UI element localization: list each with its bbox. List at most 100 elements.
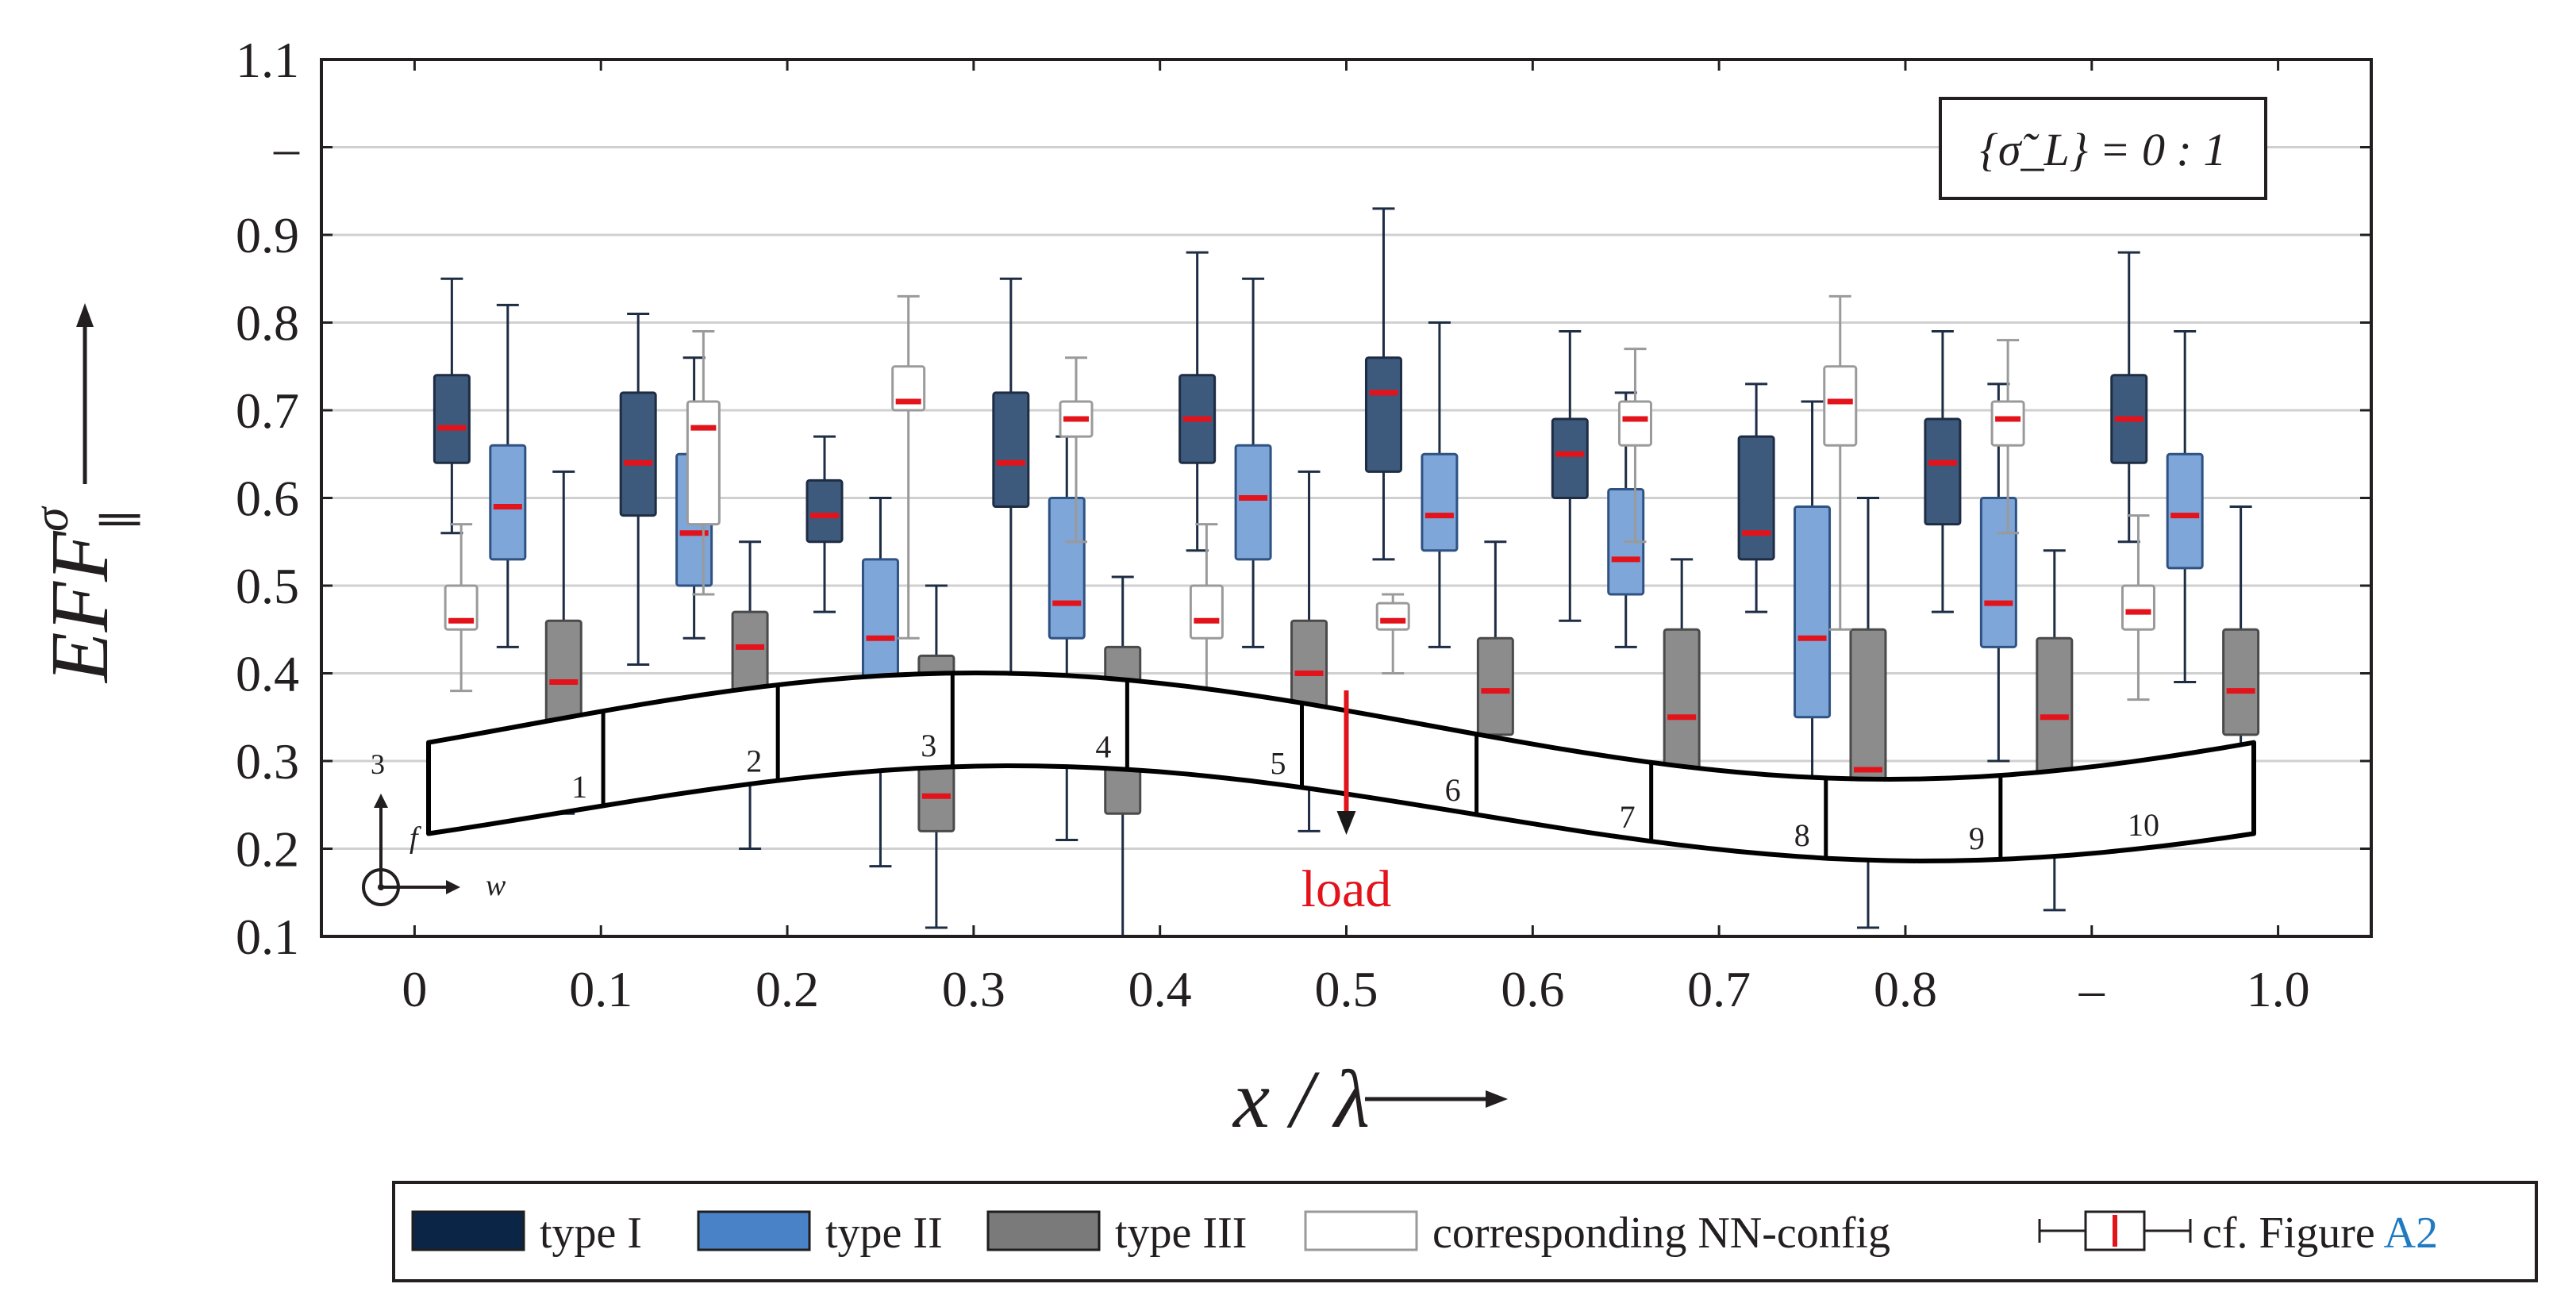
box-body <box>1737 435 1775 561</box>
y-tick-label: 0.9 <box>236 207 299 263</box>
box-type-iii <box>1476 540 1514 763</box>
segment-label: 1 <box>571 769 587 805</box>
box-corresponding-nn-config <box>1617 348 1652 544</box>
coord-up-head <box>374 794 388 808</box>
box-type-i <box>1924 330 1962 613</box>
box-body <box>2222 628 2260 736</box>
segment-label: 2 <box>746 743 762 778</box>
y-tick-label: – <box>273 120 300 176</box>
y-tick-label: 0.7 <box>236 382 299 439</box>
x-tick-label: – <box>2078 961 2105 1017</box>
box-type-iii <box>1849 497 1887 929</box>
coord-right-head <box>446 880 460 894</box>
x-axis-label: x / λ <box>1232 1054 1370 1145</box>
legend-ref-link[interactable]: A2 <box>2384 1209 2438 1258</box>
box-type-i <box>992 277 1030 675</box>
segment-label: 3 <box>921 728 936 763</box>
y-tick-label: 0.4 <box>236 646 299 702</box>
box-type-i <box>1551 330 1589 622</box>
beam-body <box>426 671 2256 863</box>
box-body <box>686 400 721 526</box>
annotation-box <box>1939 97 2267 200</box>
box-body <box>805 479 844 544</box>
box-corresponding-nn-config <box>686 330 721 596</box>
segment-label: 8 <box>1794 817 1810 853</box>
box-type-i <box>619 312 657 666</box>
box-body <box>1476 636 1514 736</box>
box-body <box>619 391 657 517</box>
box-body <box>1421 452 1459 552</box>
x-tick-label: 0.5 <box>1315 961 1378 1017</box>
y-tick-label: 0.1 <box>236 909 299 965</box>
y-tick-label: 1.1 <box>236 32 299 88</box>
legend-swatch <box>1304 1210 1418 1251</box>
legend: type I type II type III corresponding NN-co… <box>392 1181 2538 1282</box>
y-tick-label: 0.8 <box>236 295 299 352</box>
y-label-sub: ∥ <box>97 509 146 530</box>
box-corresponding-nn-config <box>1375 593 1410 675</box>
x-tick-label: 0.1 <box>569 961 632 1017</box>
y-tick-label: 0.3 <box>236 733 299 790</box>
x-tick-label: 0.6 <box>1501 961 1564 1017</box>
segment-label: 9 <box>1969 821 1985 856</box>
y-tick-label: 0.6 <box>236 471 299 527</box>
box-body <box>1990 400 2025 447</box>
box-body <box>992 391 1030 509</box>
y-label-arrow-head <box>76 303 94 327</box>
box-body <box>1663 628 1701 780</box>
box-corresponding-nn-config <box>1823 294 1858 631</box>
box-type-i <box>1364 207 1402 561</box>
x-tick-label: 0.2 <box>755 961 819 1017</box>
x-tick-label: 0.7 <box>1687 961 1751 1017</box>
legend-label: corresponding NN-config <box>1432 1209 1890 1258</box>
legend-label: type II <box>825 1209 943 1258</box>
segment-label: 7 <box>1620 799 1636 835</box>
box-type-ii <box>1979 382 2017 763</box>
x-tick-label: 0.4 <box>1128 961 1192 1017</box>
x-tick-label: 1.0 <box>2247 961 2310 1017</box>
box-type-ii <box>1234 277 1272 648</box>
box-body <box>1234 444 1272 561</box>
segment-label: 4 <box>1095 728 1111 764</box>
box-body <box>1551 417 1589 499</box>
box-type-i <box>2110 251 2148 544</box>
segment-label: 6 <box>1445 772 1461 808</box>
box-type-ii <box>489 303 527 648</box>
box-body <box>2166 452 2204 570</box>
x-label-arrow-head <box>1486 1090 1508 1108</box>
x-tick-label: 0.3 <box>942 961 1005 1017</box>
legend-label: type III <box>1115 1209 1247 1258</box>
coord-label-3: 3 <box>371 748 385 780</box>
annotation-text: {σ̃_L} = 0 : 1 <box>1980 124 2227 175</box>
y-tick-label: 0.2 <box>236 821 299 878</box>
load-arrow-head <box>1336 811 1356 835</box>
plot-axes: 0.1 0.2 0.3 0.4 0.5 0.6 0.7 0.8 0.9 – 1.1 0 0.1 0.2 0.… <box>25 32 2373 1145</box>
box-body <box>1823 365 1858 447</box>
y-label-main: EFF <box>34 530 125 684</box>
segment-label: 5 <box>1270 745 1286 781</box>
box-type-ii <box>1048 435 1086 841</box>
legend-label: type I <box>540 1209 642 1258</box>
box-corresponding-nn-config <box>444 523 479 693</box>
x-tick-label: 0.8 <box>1874 961 1937 1017</box>
segment-label: 10 <box>2128 807 2159 843</box>
box-type-i <box>1178 251 1217 552</box>
y-label-super: σ <box>25 505 79 532</box>
box-corresponding-nn-config <box>1990 339 2025 535</box>
box-corresponding-nn-config <box>1189 523 1224 701</box>
beam-diagram: 1 2 3 4 5 6 7 8 9 10 load <box>426 671 2256 918</box>
box-type-ii <box>1794 400 1832 798</box>
legend-swatch <box>986 1210 1101 1251</box>
plot-frame <box>320 58 2373 938</box>
box-corresponding-nn-config <box>1059 356 1094 544</box>
box-type-i <box>1737 382 1775 613</box>
box-corresponding-nn-config <box>891 294 926 640</box>
box-type-ii <box>1421 321 1459 648</box>
legend-ref-text: cf. Figure A2 <box>2202 1209 2438 1258</box>
box-corresponding-nn-config <box>2120 514 2155 701</box>
box-body <box>1189 584 1224 640</box>
load-label: load <box>1301 860 1392 918</box>
box-type-i <box>433 277 471 535</box>
